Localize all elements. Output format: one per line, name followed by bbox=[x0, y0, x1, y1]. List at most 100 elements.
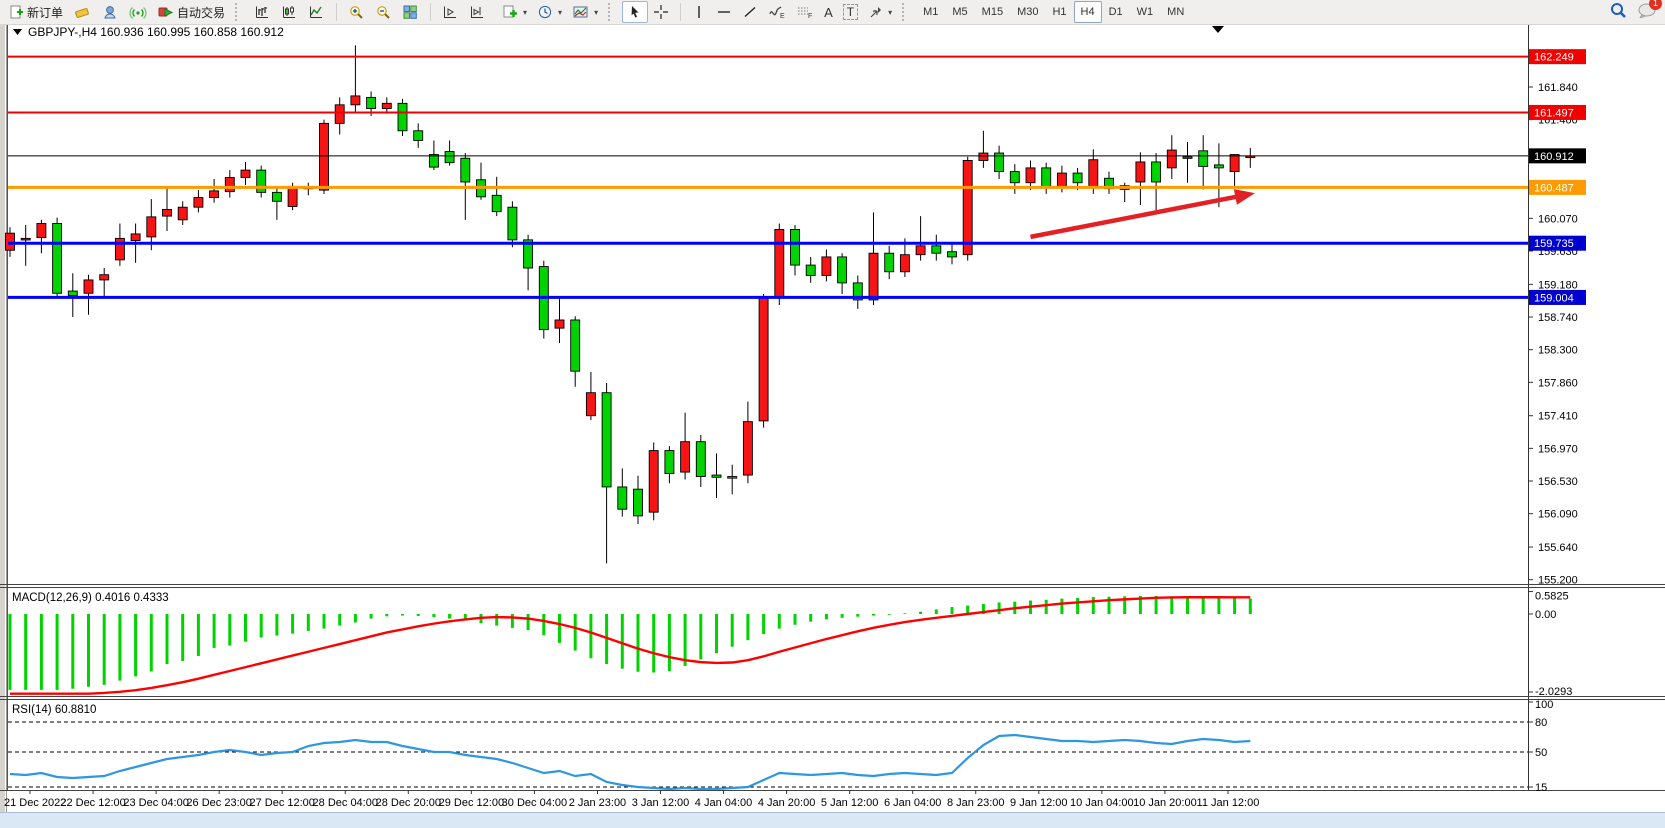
svg-text:28 Dec 04:00: 28 Dec 04:00 bbox=[313, 797, 378, 809]
new-order-label: 新订单 bbox=[27, 5, 64, 20]
quotes-button[interactable] bbox=[68, 1, 96, 23]
timeframe-D1[interactable]: D1 bbox=[1108, 6, 1123, 18]
svg-text:27 Dec 12:00: 27 Dec 12:00 bbox=[249, 797, 314, 809]
timeframe-M30[interactable]: M30 bbox=[1017, 6, 1039, 18]
svg-text:2 Jan 23:00: 2 Jan 23:00 bbox=[569, 797, 627, 809]
svg-text:159.735: 159.735 bbox=[1534, 238, 1574, 250]
svg-text:161.497: 161.497 bbox=[1534, 107, 1574, 119]
arrows-tool-button[interactable]: ▾ bbox=[863, 1, 897, 23]
dropdown-caret: ▾ bbox=[888, 7, 893, 17]
svg-text:156.970: 156.970 bbox=[1538, 443, 1578, 455]
svg-text:160.070: 160.070 bbox=[1538, 213, 1578, 225]
period-button[interactable]: ▾ bbox=[532, 1, 567, 23]
crosshair-icon bbox=[654, 5, 669, 19]
search-icon bbox=[1611, 2, 1626, 18]
svg-text:E: E bbox=[780, 13, 785, 20]
svg-text:156.530: 156.530 bbox=[1538, 476, 1578, 488]
vertical-line-icon bbox=[698, 6, 700, 18]
svg-text:-2.0293: -2.0293 bbox=[1535, 686, 1572, 698]
svg-text:11 Jan 12:00: 11 Jan 12:00 bbox=[1197, 797, 1260, 809]
support-button[interactable] bbox=[96, 1, 124, 23]
svg-text:157.410: 157.410 bbox=[1538, 411, 1578, 423]
svg-text:80: 80 bbox=[1535, 717, 1547, 729]
vertical-line-tool-button[interactable] bbox=[687, 1, 711, 23]
svg-text:RSI(14) 60.8810: RSI(14) 60.8810 bbox=[12, 704, 96, 716]
main-toolbar: 新订单 自动交易 bbox=[0, 0, 1665, 25]
auto-trading-button[interactable]: 自动交易 bbox=[152, 1, 230, 23]
svg-text:3 Jan 12:00: 3 Jan 12:00 bbox=[632, 797, 690, 809]
fibonacci-icon: F bbox=[798, 7, 812, 20]
bar-chart-icon bbox=[256, 6, 269, 18]
auto-trading-label: 自动交易 bbox=[177, 5, 226, 20]
ticket-icon bbox=[73, 4, 91, 20]
new-order-button[interactable]: 新订单 bbox=[3, 1, 68, 23]
zoom-in-icon bbox=[350, 6, 363, 19]
search-button[interactable] bbox=[1609, 1, 1627, 24]
svg-text:30 Dec 04:00: 30 Dec 04:00 bbox=[502, 797, 567, 809]
svg-text:21 Dec 2022: 21 Dec 2022 bbox=[4, 797, 66, 809]
fibonacci-tool-button[interactable]: F bbox=[791, 1, 819, 23]
equidistant-channel-tool-button[interactable]: E bbox=[763, 1, 791, 23]
clock-icon bbox=[538, 5, 552, 19]
equidistant-channel-icon: E bbox=[769, 6, 785, 20]
timeframe-M1[interactable]: M1 bbox=[923, 6, 939, 18]
svg-text:28 Dec 20:00: 28 Dec 20:00 bbox=[376, 797, 441, 809]
svg-text:159.004: 159.004 bbox=[1534, 292, 1574, 304]
horizontal-line-tool-button[interactable] bbox=[711, 1, 737, 23]
candlestick-icon bbox=[283, 6, 296, 18]
zoom-in-button[interactable] bbox=[343, 1, 370, 23]
timeframe-W1[interactable]: W1 bbox=[1136, 6, 1154, 18]
chart-shift-button[interactable] bbox=[464, 1, 491, 23]
svg-text:6 Jan 04:00: 6 Jan 04:00 bbox=[884, 797, 942, 809]
broadcast-button[interactable] bbox=[124, 1, 152, 23]
label-tool-button[interactable]: T bbox=[838, 1, 863, 23]
bar-chart-button[interactable] bbox=[249, 1, 276, 23]
toolbar-grip[interactable] bbox=[235, 3, 242, 21]
zoom-out-icon bbox=[377, 6, 390, 19]
chart-shift-icon bbox=[471, 6, 484, 18]
cursor-tool-button[interactable] bbox=[622, 1, 649, 23]
svg-text:158.740: 158.740 bbox=[1538, 312, 1578, 324]
timeframe-M5[interactable]: M5 bbox=[952, 6, 968, 18]
zoom-out-button[interactable] bbox=[370, 1, 397, 23]
timeframe-H4[interactable]: H4 bbox=[1073, 1, 1102, 23]
svg-text:162.249: 162.249 bbox=[1534, 52, 1574, 64]
svg-text:10 Jan 20:00: 10 Jan 20:00 bbox=[1133, 797, 1197, 809]
crosshair-tool-button[interactable] bbox=[648, 1, 674, 23]
svg-text:26 Dec 23:00: 26 Dec 23:00 bbox=[186, 797, 251, 809]
trendline-icon bbox=[744, 6, 756, 18]
auto-scroll-button[interactable] bbox=[437, 1, 464, 23]
add-indicator-icon bbox=[503, 5, 518, 18]
horizontal-line-icon bbox=[718, 11, 731, 13]
toolbar-grip[interactable] bbox=[608, 3, 615, 21]
timeframe-MN[interactable]: MN bbox=[1167, 6, 1185, 18]
line-chart-icon bbox=[310, 6, 323, 18]
template-button[interactable]: ▾ bbox=[567, 1, 603, 23]
svg-text:155.640: 155.640 bbox=[1538, 542, 1578, 554]
text-tool-button[interactable]: A bbox=[819, 1, 838, 23]
tile-windows-button[interactable] bbox=[397, 1, 424, 23]
candlestick-button[interactable] bbox=[276, 1, 303, 23]
arrows-icon bbox=[870, 7, 882, 18]
timeframe-M15[interactable]: M15 bbox=[981, 6, 1004, 18]
line-chart-button[interactable] bbox=[303, 1, 330, 23]
dropdown-caret: ▾ bbox=[523, 7, 528, 17]
svg-text:8 Jan 23:00: 8 Jan 23:00 bbox=[947, 797, 1005, 809]
svg-text:23 Dec 04:00: 23 Dec 04:00 bbox=[123, 797, 188, 809]
broadcast-icon bbox=[129, 4, 147, 20]
svg-text:0.00: 0.00 bbox=[1535, 609, 1556, 621]
svg-text:4 Jan 20:00: 4 Jan 20:00 bbox=[758, 797, 816, 809]
new-order-icon bbox=[8, 4, 24, 20]
add-indicator-button[interactable]: ▾ bbox=[497, 1, 532, 23]
svg-text:160.912: 160.912 bbox=[1534, 151, 1574, 163]
notifications-button[interactable]: 1 bbox=[1637, 0, 1662, 23]
chart-title: GBPJPY-,H4 160.936 160.995 160.858 160.9… bbox=[28, 25, 284, 39]
timeframe-H1[interactable]: H1 bbox=[1052, 6, 1067, 18]
toolbar-grip[interactable] bbox=[902, 3, 909, 21]
svg-text:158.300: 158.300 bbox=[1538, 345, 1578, 357]
timeframe-group: M1 M5 M15 M30 H1 H4 D1 W1 MN bbox=[913, 1, 1194, 23]
trendline-tool-button[interactable] bbox=[737, 1, 763, 23]
svg-text:22 Dec 12:00: 22 Dec 12:00 bbox=[60, 797, 125, 809]
